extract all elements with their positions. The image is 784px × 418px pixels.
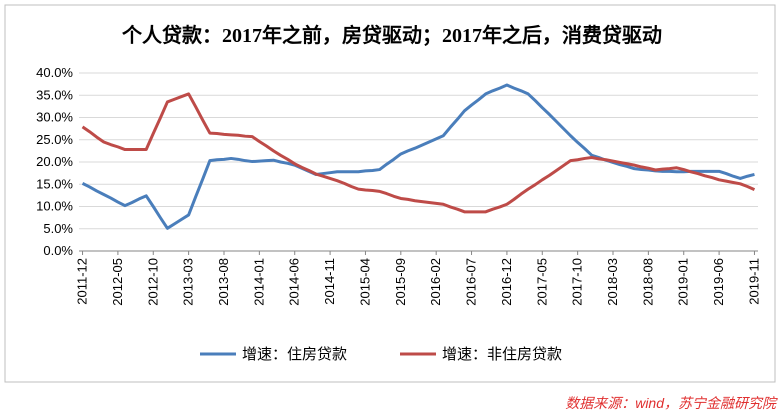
x-tick-label: 2013-03 (181, 258, 196, 306)
series-line (81, 92, 756, 214)
y-tick-label: 20.0% (36, 154, 73, 169)
y-tick-label: 30.0% (36, 110, 73, 125)
x-tick-label: 2015-09 (393, 258, 408, 306)
series-line (81, 83, 755, 230)
y-tick-label: 10.0% (36, 199, 73, 214)
y-tick-label: 5.0% (43, 221, 73, 236)
chart-title: 个人贷款：2017年之前，房贷驱动；2017年之后，消费贷驱动 (121, 23, 662, 47)
x-tick-label: 2014-01 (251, 258, 266, 306)
y-tick-label: 35.0% (36, 87, 73, 102)
y-tick-label: 0.0% (43, 243, 73, 258)
y-tick-label: 40.0% (36, 65, 73, 80)
legend-label: 增速：住房贷款 (242, 346, 347, 363)
x-tick-label: 2018-03 (605, 258, 620, 306)
x-tick-label: 2016-07 (464, 258, 479, 306)
x-tick-label: 2014-11 (322, 258, 337, 305)
x-tick-label: 2017-05 (534, 258, 549, 306)
x-tick-label: 2016-02 (428, 258, 443, 306)
x-tick-label: 2016-12 (499, 258, 514, 306)
x-tick-label: 2019-01 (676, 258, 691, 306)
x-tick-label: 2011-12 (75, 258, 90, 305)
x-tick-label: 2019-06 (711, 258, 726, 306)
x-tick-label: 2018-08 (640, 258, 655, 306)
x-tick-label: 2013-08 (216, 258, 231, 306)
y-tick-label: 15.0% (36, 176, 73, 191)
y-tick-label: 25.0% (36, 132, 73, 147)
x-tick-label: 2012-10 (145, 258, 160, 306)
legend-label: 增速：非住房贷款 (442, 346, 562, 363)
x-tick-label: 2017-10 (570, 258, 585, 306)
x-tick-label: 2014-06 (287, 258, 302, 306)
x-tick-label: 2012-05 (110, 258, 125, 306)
x-tick-label: 2015-04 (357, 258, 372, 306)
source-note: 数据来源：wind，苏宁金融研究院 (565, 395, 778, 411)
x-tick-label: 2019-11 (746, 258, 761, 305)
